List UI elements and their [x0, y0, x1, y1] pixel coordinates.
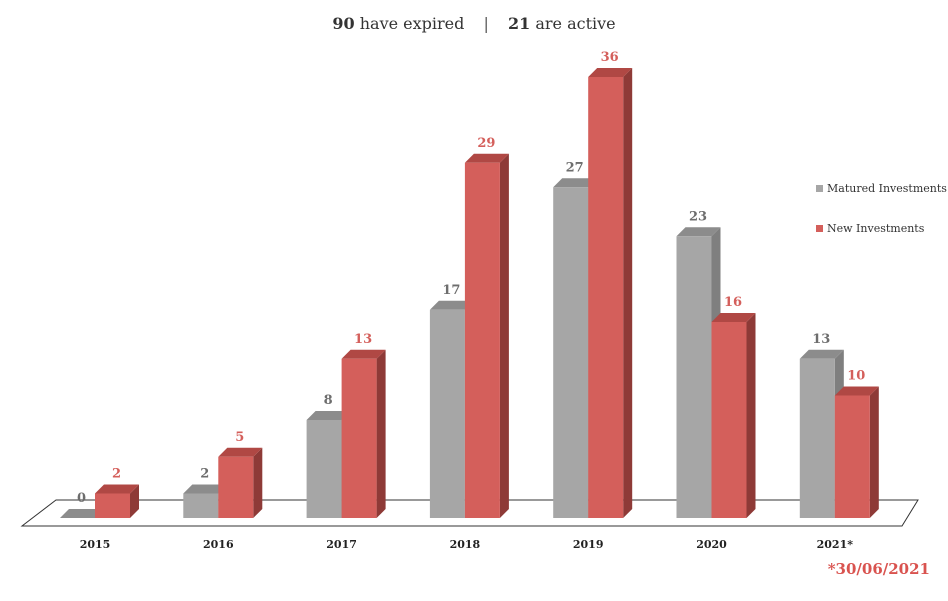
- value-label-new-2018: 29: [477, 136, 495, 151]
- bar-matured-2021: [799, 358, 835, 518]
- bar-new-2015: [95, 493, 130, 518]
- value-label-matured-2019: 27: [566, 160, 584, 175]
- active-text: are active: [535, 14, 616, 33]
- expired-text: have expired: [359, 14, 465, 33]
- value-label-matured-2018: 17: [442, 283, 460, 298]
- bar-top-matured-2017: [306, 411, 351, 420]
- bar-side-new-2016: [253, 447, 263, 518]
- active-count: 21: [507, 14, 531, 33]
- bar-matured-2020: [676, 236, 712, 518]
- bar-new-2017: [341, 358, 377, 518]
- value-label-matured-2015: 0: [77, 491, 86, 506]
- bar-side-new-2021: [869, 386, 879, 518]
- category-label-2021: 2021*: [817, 538, 854, 551]
- chart-headline: 90 have expired | 21 are active: [0, 14, 948, 33]
- legend-item-new: New Investments: [816, 221, 947, 235]
- bar-matured-2018: [429, 309, 465, 518]
- bar-top-matured-2019: [553, 178, 598, 188]
- bar-top-new-2021: [834, 386, 879, 396]
- value-label-matured-2016: 2: [200, 467, 209, 482]
- bar-new-2019: [588, 77, 624, 518]
- bar-top-matured-2021: [799, 349, 844, 359]
- value-label-new-2016: 5: [235, 430, 244, 445]
- bar-top-new-2015: [95, 484, 139, 494]
- bar-side-new-2018: [499, 153, 509, 518]
- bar-side-new-2017: [376, 349, 386, 518]
- bar-top-matured-2016: [183, 484, 228, 494]
- bar-top-matured-2020: [676, 227, 721, 237]
- bar-top-new-2018: [464, 153, 509, 163]
- value-label-new-2015: 2: [112, 467, 121, 482]
- headline-separator: |: [483, 14, 489, 33]
- bar-top-new-2017: [341, 349, 386, 359]
- value-label-new-2021: 10: [847, 369, 865, 384]
- value-label-matured-2017: 8: [324, 393, 333, 408]
- bar-new-2021: [834, 395, 870, 518]
- value-label-matured-2020: 23: [689, 209, 707, 224]
- bar-new-2018: [464, 162, 500, 518]
- value-label-new-2017: 13: [354, 332, 372, 347]
- category-label-2015: 2015: [80, 538, 111, 551]
- bar-top-new-2019: [588, 68, 633, 77]
- bar-matured-2017: [306, 420, 342, 518]
- expired-count: 90: [332, 14, 355, 33]
- bar-top-new-2016: [218, 447, 263, 457]
- category-label-2017: 2017: [326, 538, 357, 551]
- bar-side-new-2020: [746, 313, 756, 518]
- category-label-2020: 2020: [696, 538, 727, 551]
- bar-top-new-2020: [711, 313, 756, 322]
- chart-legend: Matured Investments New Investments: [816, 181, 947, 261]
- bar-top-matured-2018: [429, 300, 474, 310]
- bar-new-2020: [711, 322, 747, 518]
- bar-side-new-2019: [623, 68, 633, 518]
- legend-swatch-new: [816, 224, 823, 232]
- bar-new-2016: [218, 456, 254, 518]
- date-footnote: *30/06/2021: [827, 560, 930, 578]
- legend-swatch-matured: [816, 184, 823, 192]
- bar-matured-2016: [183, 493, 219, 518]
- legend-label-matured: Matured Investments: [827, 181, 947, 195]
- category-label-2016: 2016: [203, 538, 234, 551]
- legend-item-matured: Matured Investments: [816, 181, 947, 195]
- value-label-matured-2021: 13: [812, 332, 830, 347]
- bar-matured-2019: [553, 187, 589, 518]
- bar-side-new-2015: [130, 484, 139, 518]
- legend-label-new: New Investments: [827, 221, 925, 235]
- value-label-new-2020: 16: [724, 295, 742, 310]
- category-label-2018: 2018: [450, 538, 481, 551]
- value-label-new-2019: 36: [601, 50, 619, 65]
- category-label-2019: 2019: [573, 538, 604, 551]
- bar-top-matured-2015: [60, 509, 104, 518]
